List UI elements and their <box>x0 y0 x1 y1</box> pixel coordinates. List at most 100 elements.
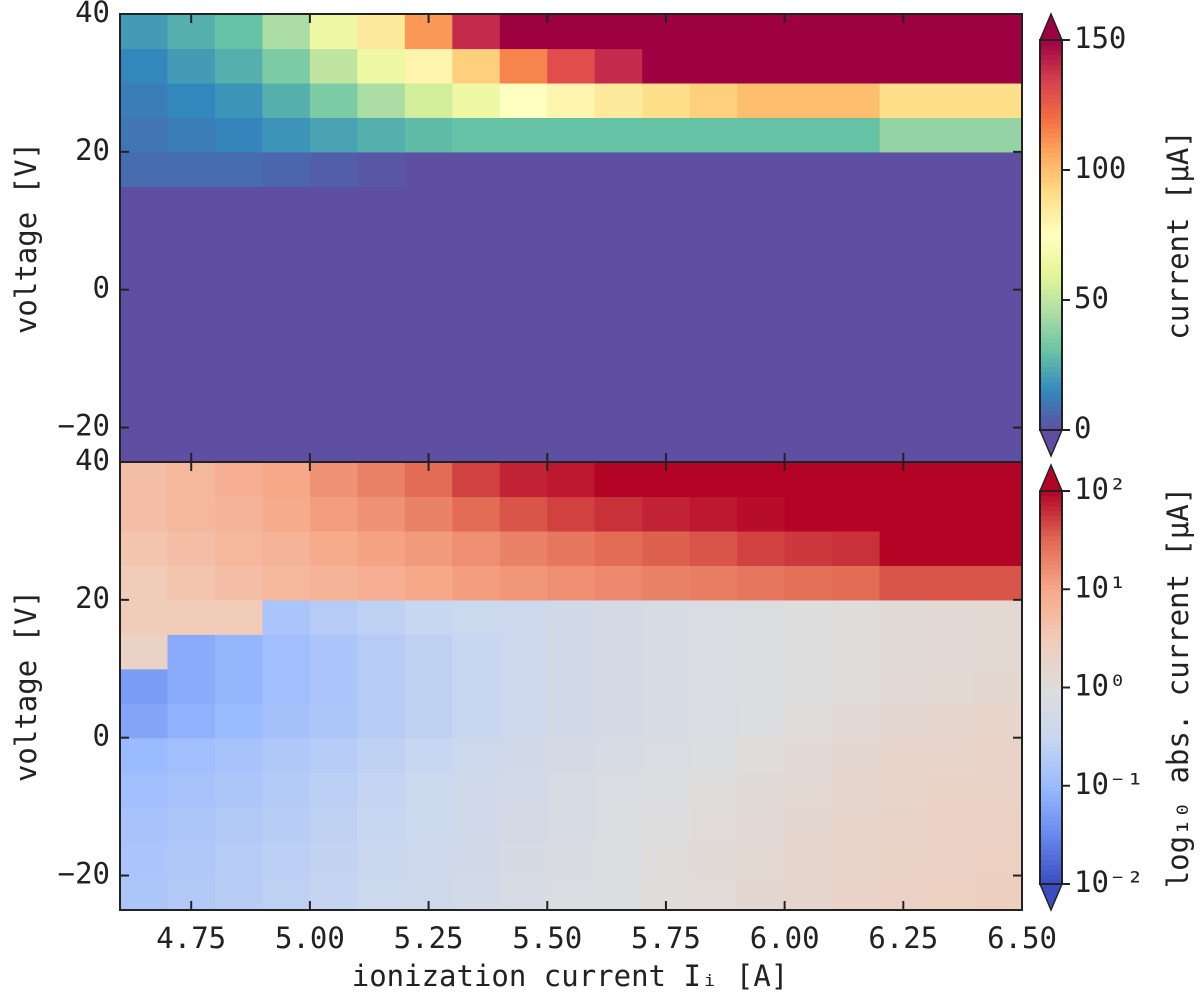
colorbar-segment <box>1040 69 1062 75</box>
heatmap-cell <box>642 599 691 635</box>
heatmap-cell <box>452 289 501 325</box>
heatmap-cell <box>737 255 786 291</box>
heatmap-cell <box>974 117 1022 153</box>
heatmap-cell <box>689 324 738 360</box>
colorbar-segment <box>1040 366 1062 373</box>
heatmap-cell <box>689 565 738 601</box>
heatmap-cell <box>927 806 976 842</box>
heatmap-cell <box>120 496 169 532</box>
heatmap-cell <box>120 151 169 187</box>
heatmap-cell <box>927 14 976 50</box>
y-tick-label: −20 <box>58 409 110 443</box>
heatmap-cell <box>309 772 358 808</box>
heatmap-cell <box>927 772 976 808</box>
heatmap-cell <box>974 462 1022 498</box>
heatmap-cell <box>594 14 643 50</box>
colorbar-segment <box>1040 825 1062 831</box>
colorbar-segment <box>1040 137 1062 143</box>
colorbar-segment <box>1040 540 1062 546</box>
heatmap-cell <box>594 599 643 635</box>
heatmap-cell <box>262 772 311 808</box>
heatmap-cell <box>974 565 1022 601</box>
colorbar-segment <box>1040 220 1062 226</box>
heatmap-cell <box>689 220 738 256</box>
heatmap-cell <box>594 772 643 808</box>
colorbar-segment <box>1040 225 1062 231</box>
heatmap-cell <box>499 82 548 118</box>
heatmap-cell <box>262 427 311 462</box>
heatmap-cell <box>499 875 548 910</box>
heatmap-cell <box>784 530 833 566</box>
colorbar-segment <box>1040 549 1062 556</box>
heatmap-cell <box>594 358 643 394</box>
heatmap-cell <box>167 634 216 670</box>
heatmap-cell <box>452 186 501 222</box>
heatmap-cell <box>214 289 264 325</box>
colorbar-segment <box>1040 40 1062 46</box>
heatmap-cell <box>689 599 738 635</box>
colorbar-segment <box>1040 795 1062 802</box>
heatmap-cell <box>452 841 501 877</box>
colorbar-segment <box>1040 239 1062 246</box>
colorbar-segment <box>1040 662 1062 669</box>
heatmap-cell <box>167 806 216 842</box>
heatmap-cell <box>927 737 976 773</box>
heatmap-cell <box>309 496 358 532</box>
colorbar-segment <box>1040 395 1062 402</box>
colorbar-segment <box>1040 672 1062 679</box>
colorbar-segment <box>1040 491 1062 497</box>
colorbar-segment <box>1040 608 1062 615</box>
heatmap-cell <box>120 565 169 601</box>
colorbar-segment <box>1040 599 1062 605</box>
heatmap-cell <box>262 737 311 773</box>
heatmap-cell <box>689 875 738 910</box>
colorbar-segment <box>1040 425 1062 431</box>
x-tick-label: 5.75 <box>631 921 701 955</box>
heatmap-cell <box>879 324 928 360</box>
heatmap-cell <box>357 48 406 84</box>
heatmap-cell <box>737 220 786 256</box>
heatmap-cell <box>452 14 501 50</box>
colorbar-segment <box>1040 391 1062 397</box>
y-axis-label: voltage [V] <box>9 590 43 782</box>
heatmap-cell <box>167 772 216 808</box>
heatmap-cell <box>404 48 453 84</box>
heatmap-cell <box>262 875 311 910</box>
colorbar-segment <box>1040 810 1062 816</box>
colorbar-segment <box>1040 761 1062 767</box>
colorbar-segment <box>1040 152 1062 158</box>
heatmap-cell <box>262 82 311 118</box>
heatmap-cell <box>974 530 1022 566</box>
heatmap-cell <box>594 427 643 462</box>
colorbar-segment <box>1040 278 1062 285</box>
heatmap-cell <box>120 393 169 429</box>
heatmap-cell <box>547 14 596 50</box>
heatmap-cell <box>120 82 169 118</box>
heatmap-cell <box>262 496 311 532</box>
colorbar-segment <box>1040 692 1062 698</box>
heatmap-cell <box>262 324 311 360</box>
heatmap-cell <box>927 565 976 601</box>
heatmap-cell <box>499 737 548 773</box>
heatmap-cell <box>309 393 358 429</box>
heatmap-cell <box>642 82 691 118</box>
colorbar-segment <box>1040 166 1062 173</box>
colorbar-extend-max <box>1038 12 1064 41</box>
colorbar-segment <box>1040 834 1062 841</box>
colorbar-segment <box>1040 313 1062 319</box>
heatmap-cell <box>974 703 1022 739</box>
heatmap-cell <box>214 255 264 291</box>
heatmap-cell <box>452 737 501 773</box>
x-tick-label: 4.75 <box>156 921 226 955</box>
colorbar-segment <box>1040 771 1062 777</box>
colorbar-segment <box>1040 687 1062 694</box>
heatmap-cell <box>357 220 406 256</box>
heatmap-cell <box>594 737 643 773</box>
colorbar-segment <box>1040 161 1062 168</box>
colorbar-segment <box>1040 215 1062 221</box>
heatmap-cell <box>784 186 833 222</box>
heatmap-cell <box>974 151 1022 187</box>
heatmap-cell <box>262 841 311 877</box>
heatmap-cell <box>927 393 976 429</box>
heatmap-cell <box>404 599 453 635</box>
